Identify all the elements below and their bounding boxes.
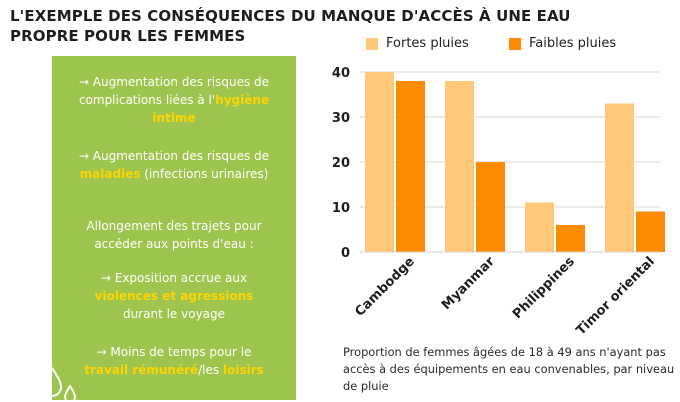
- legend-label-fortes: Fortes pluies: [386, 36, 469, 51]
- panel-highlight: travail rémunéré: [84, 363, 199, 377]
- bar-faibles-3: [636, 211, 665, 252]
- panel-text: → Augmentation des risques de: [78, 149, 270, 163]
- panel-text: → Exposition accrue aux: [100, 271, 248, 285]
- panel-text: → Moins de temps pour le: [96, 345, 252, 359]
- y-tick-label: 20: [332, 156, 350, 171]
- legend-item-fortes: Fortes pluies: [366, 36, 469, 51]
- bar-fortes-0: [365, 72, 394, 252]
- bar-fortes-3: [605, 103, 634, 252]
- x-tick-label: Timor oriental: [574, 254, 658, 338]
- panel-text: (infections urinaires): [140, 167, 269, 181]
- panel-text: /les: [198, 363, 223, 377]
- panel-highlight: loisirs: [222, 363, 264, 377]
- chart-caption: Proportion de femmes âgées de 18 à 49 an…: [343, 345, 675, 393]
- panel-text: → Augmentation des risques de complicati…: [78, 75, 270, 107]
- title-line-1: L'EXEMPLE DES CONSÉQUENCES DU MANQUE D'A…: [10, 7, 571, 25]
- legend-swatch-faibles: [509, 37, 521, 50]
- panel-item-trajets: Allongement des trajets pour accéder aux…: [62, 217, 286, 253]
- bar-faibles-2: [556, 225, 585, 252]
- legend-label-faibles: Faibles pluies: [529, 36, 617, 51]
- y-tick-label: 30: [332, 111, 350, 126]
- bar-faibles-1: [476, 162, 505, 252]
- x-tick-label: Cambodge: [352, 254, 418, 320]
- y-tick-label: 10: [332, 201, 350, 216]
- bar-faibles-0: [396, 81, 425, 252]
- panel-text: durant le voyage: [122, 307, 226, 321]
- panel-item-violences: → Exposition accrue aux violences et agr…: [76, 269, 272, 323]
- panel-highlight: hygiène intime: [152, 93, 270, 125]
- x-tick-label: Philippines: [510, 254, 578, 322]
- x-tick-label: Myanmar: [439, 254, 498, 313]
- panel-item-hygiene: → Augmentation des risques de complicati…: [62, 73, 286, 127]
- y-tick-label: 40: [332, 66, 350, 81]
- bar-fortes-1: [445, 81, 474, 252]
- y-tick-label: 0: [341, 246, 350, 261]
- bar-fortes-2: [525, 202, 554, 252]
- panel-highlight: violences et agressions: [94, 289, 254, 303]
- legend-item-faibles: Faibles pluies: [509, 36, 616, 51]
- consequences-panel: → Augmentation des risques de complicati…: [41, 56, 296, 402]
- panel-item-travail: → Moins de temps pour le travail rémunér…: [74, 343, 274, 379]
- title-line-2: PROPRE POUR LES FEMMES: [10, 27, 246, 45]
- panel-item-maladies: → Augmentation des risques de maladies (…: [62, 147, 286, 183]
- panel-highlight: maladies: [79, 167, 141, 181]
- panel-text: Allongement des trajets pour accéder aux…: [86, 219, 262, 251]
- legend-swatch-fortes: [366, 37, 378, 50]
- page-title: L'EXEMPLE DES CONSÉQUENCES DU MANQUE D'A…: [10, 6, 630, 46]
